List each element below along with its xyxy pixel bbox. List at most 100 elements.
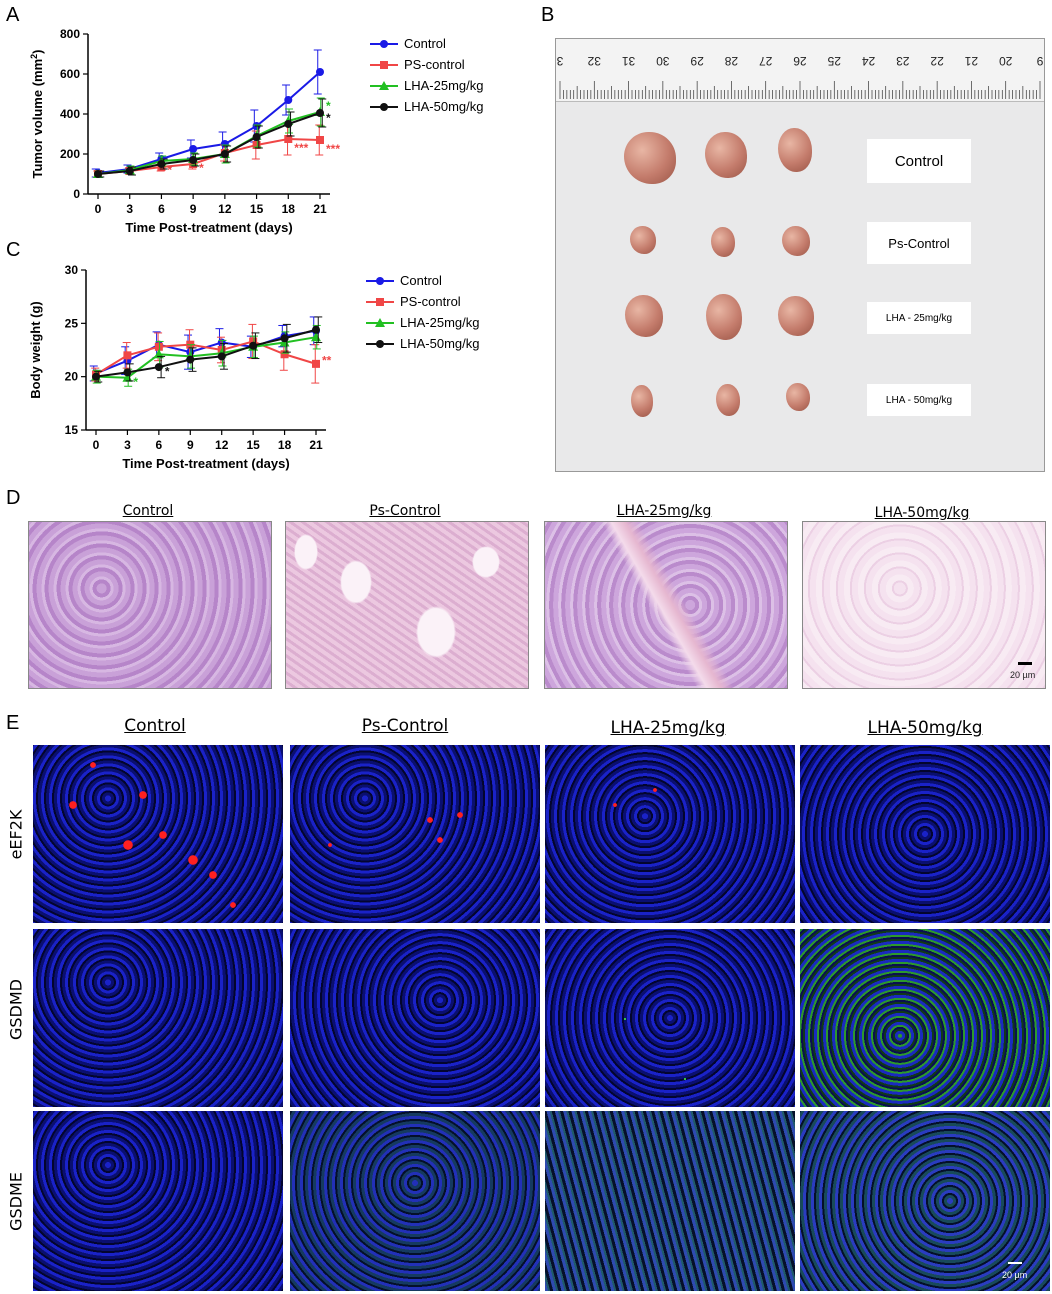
data-point bbox=[94, 170, 102, 178]
ruler-number: 9 bbox=[1036, 54, 1043, 68]
ruler-number: 20 bbox=[999, 54, 1013, 68]
data-point bbox=[316, 136, 324, 144]
x-axis-label: Time Post-treatment (days) bbox=[125, 220, 292, 235]
group-label-control: Control bbox=[867, 139, 971, 183]
if-title-control: Control bbox=[124, 716, 186, 736]
if-title-ps-control: Ps-Control bbox=[361, 716, 449, 736]
legend-label: LHA-25mg/kg bbox=[404, 78, 484, 93]
if-eef2k-lha25 bbox=[545, 745, 795, 923]
y-axis-label: Tumor volume (mm2) bbox=[29, 49, 45, 178]
he-title-lha25: LHA-25mg/kg bbox=[616, 503, 712, 519]
x-tick-label: 9 bbox=[187, 438, 194, 452]
legend-symbol bbox=[370, 38, 398, 50]
data-point bbox=[252, 141, 261, 149]
ruler-number: 30 bbox=[656, 54, 670, 68]
data-point bbox=[252, 133, 261, 141]
significance-marker: * bbox=[167, 163, 172, 177]
x-tick-label: 3 bbox=[124, 438, 131, 452]
tumor-lha25-2 bbox=[706, 294, 742, 340]
ruler-number: 26 bbox=[793, 54, 807, 68]
legend-item: LHA-25mg/kg bbox=[366, 312, 479, 333]
ruler-number: 28 bbox=[724, 54, 738, 68]
tumor-photo: 3 32 31 30 29 28 27 26 25 24 23 22 21 20 9 Control Ps-… bbox=[555, 38, 1045, 472]
x-tick-label: 18 bbox=[282, 202, 296, 216]
tumor-lha50-3 bbox=[786, 383, 810, 411]
y-tick-label: 20 bbox=[65, 370, 79, 384]
if-gsdme-control bbox=[33, 1111, 283, 1291]
group-label-lha50: LHA - 50mg/kg bbox=[867, 384, 971, 416]
significance-marker: *** bbox=[326, 142, 340, 156]
data-point bbox=[189, 145, 198, 153]
data-point bbox=[217, 338, 226, 347]
ruler: 3 32 31 30 29 28 27 26 25 24 23 22 21 20 9 bbox=[556, 39, 1044, 102]
legend-item: LHA-50mg/kg bbox=[370, 96, 483, 117]
series-line bbox=[95, 340, 317, 376]
legend-label: LHA-50mg/kg bbox=[404, 99, 484, 114]
x-tick-label: 0 bbox=[93, 438, 100, 452]
ruler-number: 24 bbox=[862, 54, 876, 68]
data-point bbox=[220, 150, 229, 158]
panel-label-c: C bbox=[6, 239, 21, 261]
ruler-number: 22 bbox=[930, 54, 944, 68]
data-point bbox=[220, 140, 229, 148]
if-title-lha25: LHA-25mg/kg bbox=[610, 718, 726, 738]
data-point bbox=[189, 156, 198, 164]
y-tick-label: 600 bbox=[60, 67, 80, 81]
body-weight-legend: Control PS-control LHA-25mg/kg LHA-50mg/kg bbox=[366, 270, 479, 354]
if-row-label-gsdmd: GSDMD bbox=[6, 979, 26, 1040]
x-tick-label: 21 bbox=[313, 202, 327, 216]
tumor-control-3 bbox=[778, 128, 812, 172]
significance-marker: * bbox=[326, 111, 331, 125]
tumor-ps-1 bbox=[630, 226, 656, 254]
x-tick-label: 6 bbox=[156, 438, 163, 452]
legend-item: PS-control bbox=[370, 54, 483, 75]
if-title-lha50: LHA-50mg/kg bbox=[867, 718, 983, 738]
x-tick-label: 0 bbox=[95, 202, 102, 216]
data-point bbox=[249, 341, 258, 350]
legend-label: Control bbox=[400, 273, 442, 288]
ruler-number: 3 bbox=[556, 54, 563, 68]
panel-label-e: E bbox=[6, 712, 20, 734]
data-point bbox=[123, 351, 132, 360]
panel-label-a: A bbox=[6, 4, 20, 26]
y-tick-label: 200 bbox=[60, 147, 80, 161]
series-line bbox=[97, 112, 321, 175]
tumor-volume-legend: Control PS-control LHA-25mg/kg LHA-50mg/kg bbox=[370, 33, 483, 117]
panel-label-d: D bbox=[6, 487, 21, 509]
if-gsdmd-ps-control bbox=[290, 929, 540, 1107]
data-point bbox=[154, 342, 163, 351]
if-gsdme-ps-control bbox=[290, 1111, 540, 1291]
legend-label: PS-control bbox=[404, 57, 465, 72]
body-weight-chart: 15 20 25 30 0 3 6 9 12 15 18 21 Time Post-treatment … bbox=[28, 263, 332, 471]
group-label-lha25: LHA - 25mg/kg bbox=[867, 302, 971, 334]
x-axis-label: Time Post-treatment (days) bbox=[122, 456, 289, 471]
if-eef2k-ps-control bbox=[290, 745, 540, 923]
x-tick-label: 3 bbox=[126, 202, 133, 216]
significance-marker: * bbox=[199, 161, 204, 175]
data-point bbox=[186, 355, 195, 364]
x-tick-label: 12 bbox=[218, 202, 232, 216]
tumor-lha50-1 bbox=[631, 385, 653, 417]
legend-symbol bbox=[366, 275, 394, 287]
if-eef2k-control bbox=[33, 745, 283, 923]
data-point bbox=[154, 363, 163, 372]
x-tick-label: 15 bbox=[250, 202, 264, 216]
legend-symbol bbox=[366, 338, 394, 350]
tumor-control-1 bbox=[624, 132, 676, 184]
significance-marker: * bbox=[326, 99, 331, 113]
legend-symbol bbox=[370, 101, 398, 113]
if-eef2k-lha50 bbox=[800, 745, 1050, 923]
panel-label-b: B bbox=[541, 4, 555, 26]
data-point bbox=[284, 120, 293, 128]
legend-symbol bbox=[370, 59, 398, 71]
data-point bbox=[316, 109, 324, 117]
he-image-ps-control bbox=[285, 521, 529, 689]
ruler-number: 23 bbox=[896, 54, 910, 68]
ruler-number: 31 bbox=[622, 54, 636, 68]
legend-label: LHA-25mg/kg bbox=[400, 315, 480, 330]
y-tick-label: 30 bbox=[65, 263, 79, 277]
significance-marker: *** bbox=[294, 141, 308, 155]
if-scale-label: 20 µm bbox=[1002, 1270, 1028, 1280]
tumor-ps-3 bbox=[782, 226, 810, 256]
ruler-number: 32 bbox=[587, 54, 601, 68]
